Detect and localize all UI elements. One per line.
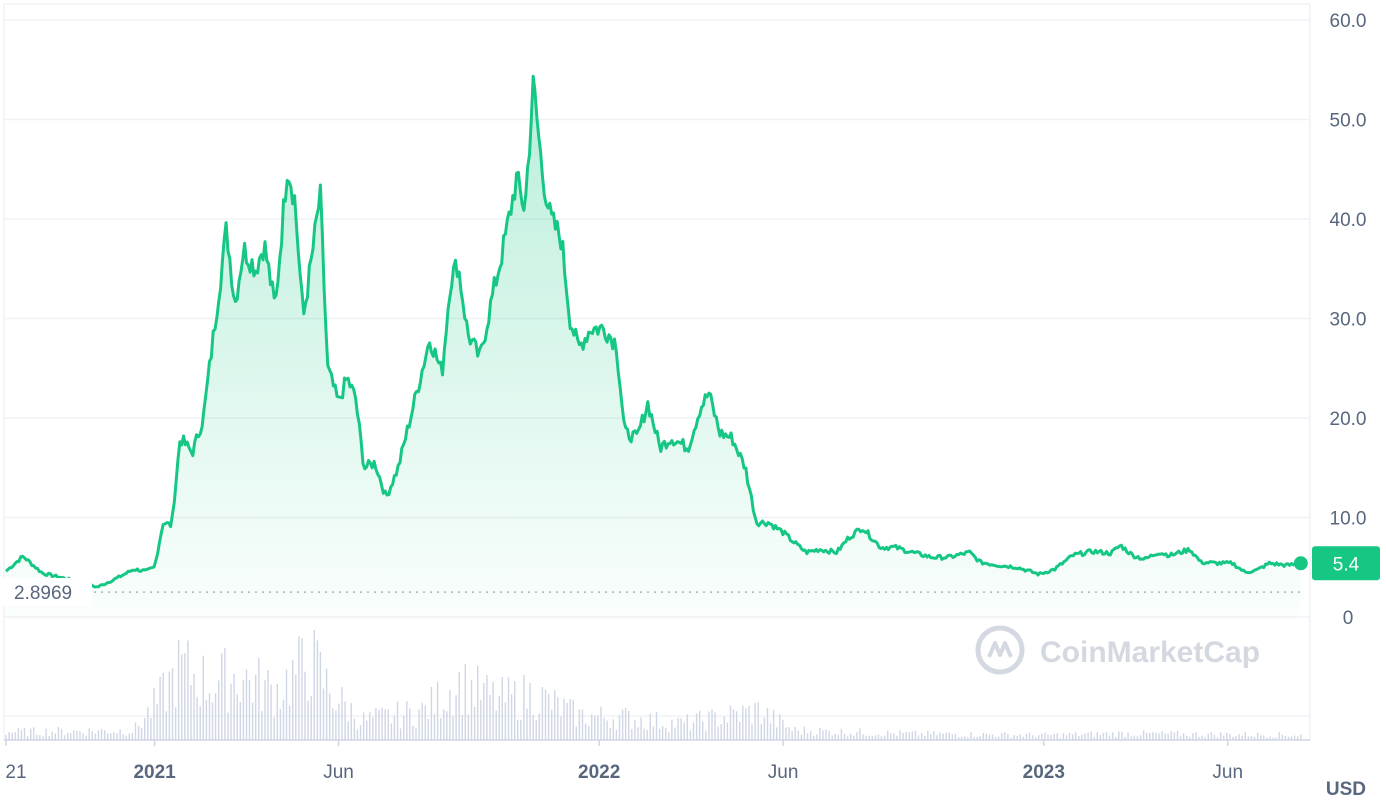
- watermark-text: CoinMarketCap: [1040, 636, 1260, 669]
- y-tick-label: 40.0: [1330, 210, 1367, 231]
- x-tick-label: Jun: [768, 762, 799, 783]
- currency-unit-label: USD: [1326, 779, 1366, 800]
- x-tick-label: Jun: [323, 762, 354, 783]
- volume-bars: [5, 630, 1302, 740]
- open-price-label-bg: [0, 578, 92, 606]
- x-tick-label: 2021: [133, 762, 176, 783]
- x-tick-label: 2022: [578, 762, 620, 783]
- y-tick-label: 30.0: [1330, 310, 1367, 331]
- open-price-label: 2.8969: [14, 583, 72, 604]
- x-tick-label: 2023: [1023, 762, 1065, 783]
- y-tick-label: 10.0: [1330, 509, 1367, 530]
- y-tick-label: 60.0: [1330, 11, 1367, 32]
- y-tick-label: 0: [1343, 608, 1354, 629]
- coinmarketcap-watermark: CoinMarketCap: [975, 625, 1260, 675]
- last-price-badge: [1312, 546, 1380, 581]
- price-line: [5, 74, 1302, 589]
- x-axis: 21 2021 Jun 2022 Jun 2023 Jun: [5, 740, 1243, 783]
- last-price-dot: [1293, 556, 1308, 571]
- x-tick-label: Jun: [1212, 762, 1243, 783]
- y-tick-label: 20.0: [1330, 409, 1367, 430]
- price-area: [6, 76, 1301, 618]
- x-tick-label: 21: [5, 762, 26, 783]
- y-axis: 60.0 50.0 40.0 30.0 20.0 10.0 0: [1330, 11, 1367, 629]
- chart-gridlines: [3, 3, 1311, 741]
- last-price-label: 5.4: [1333, 554, 1360, 575]
- coinmarketcap-logo-icon: [975, 625, 1025, 675]
- y-tick-label: 50.0: [1330, 111, 1367, 132]
